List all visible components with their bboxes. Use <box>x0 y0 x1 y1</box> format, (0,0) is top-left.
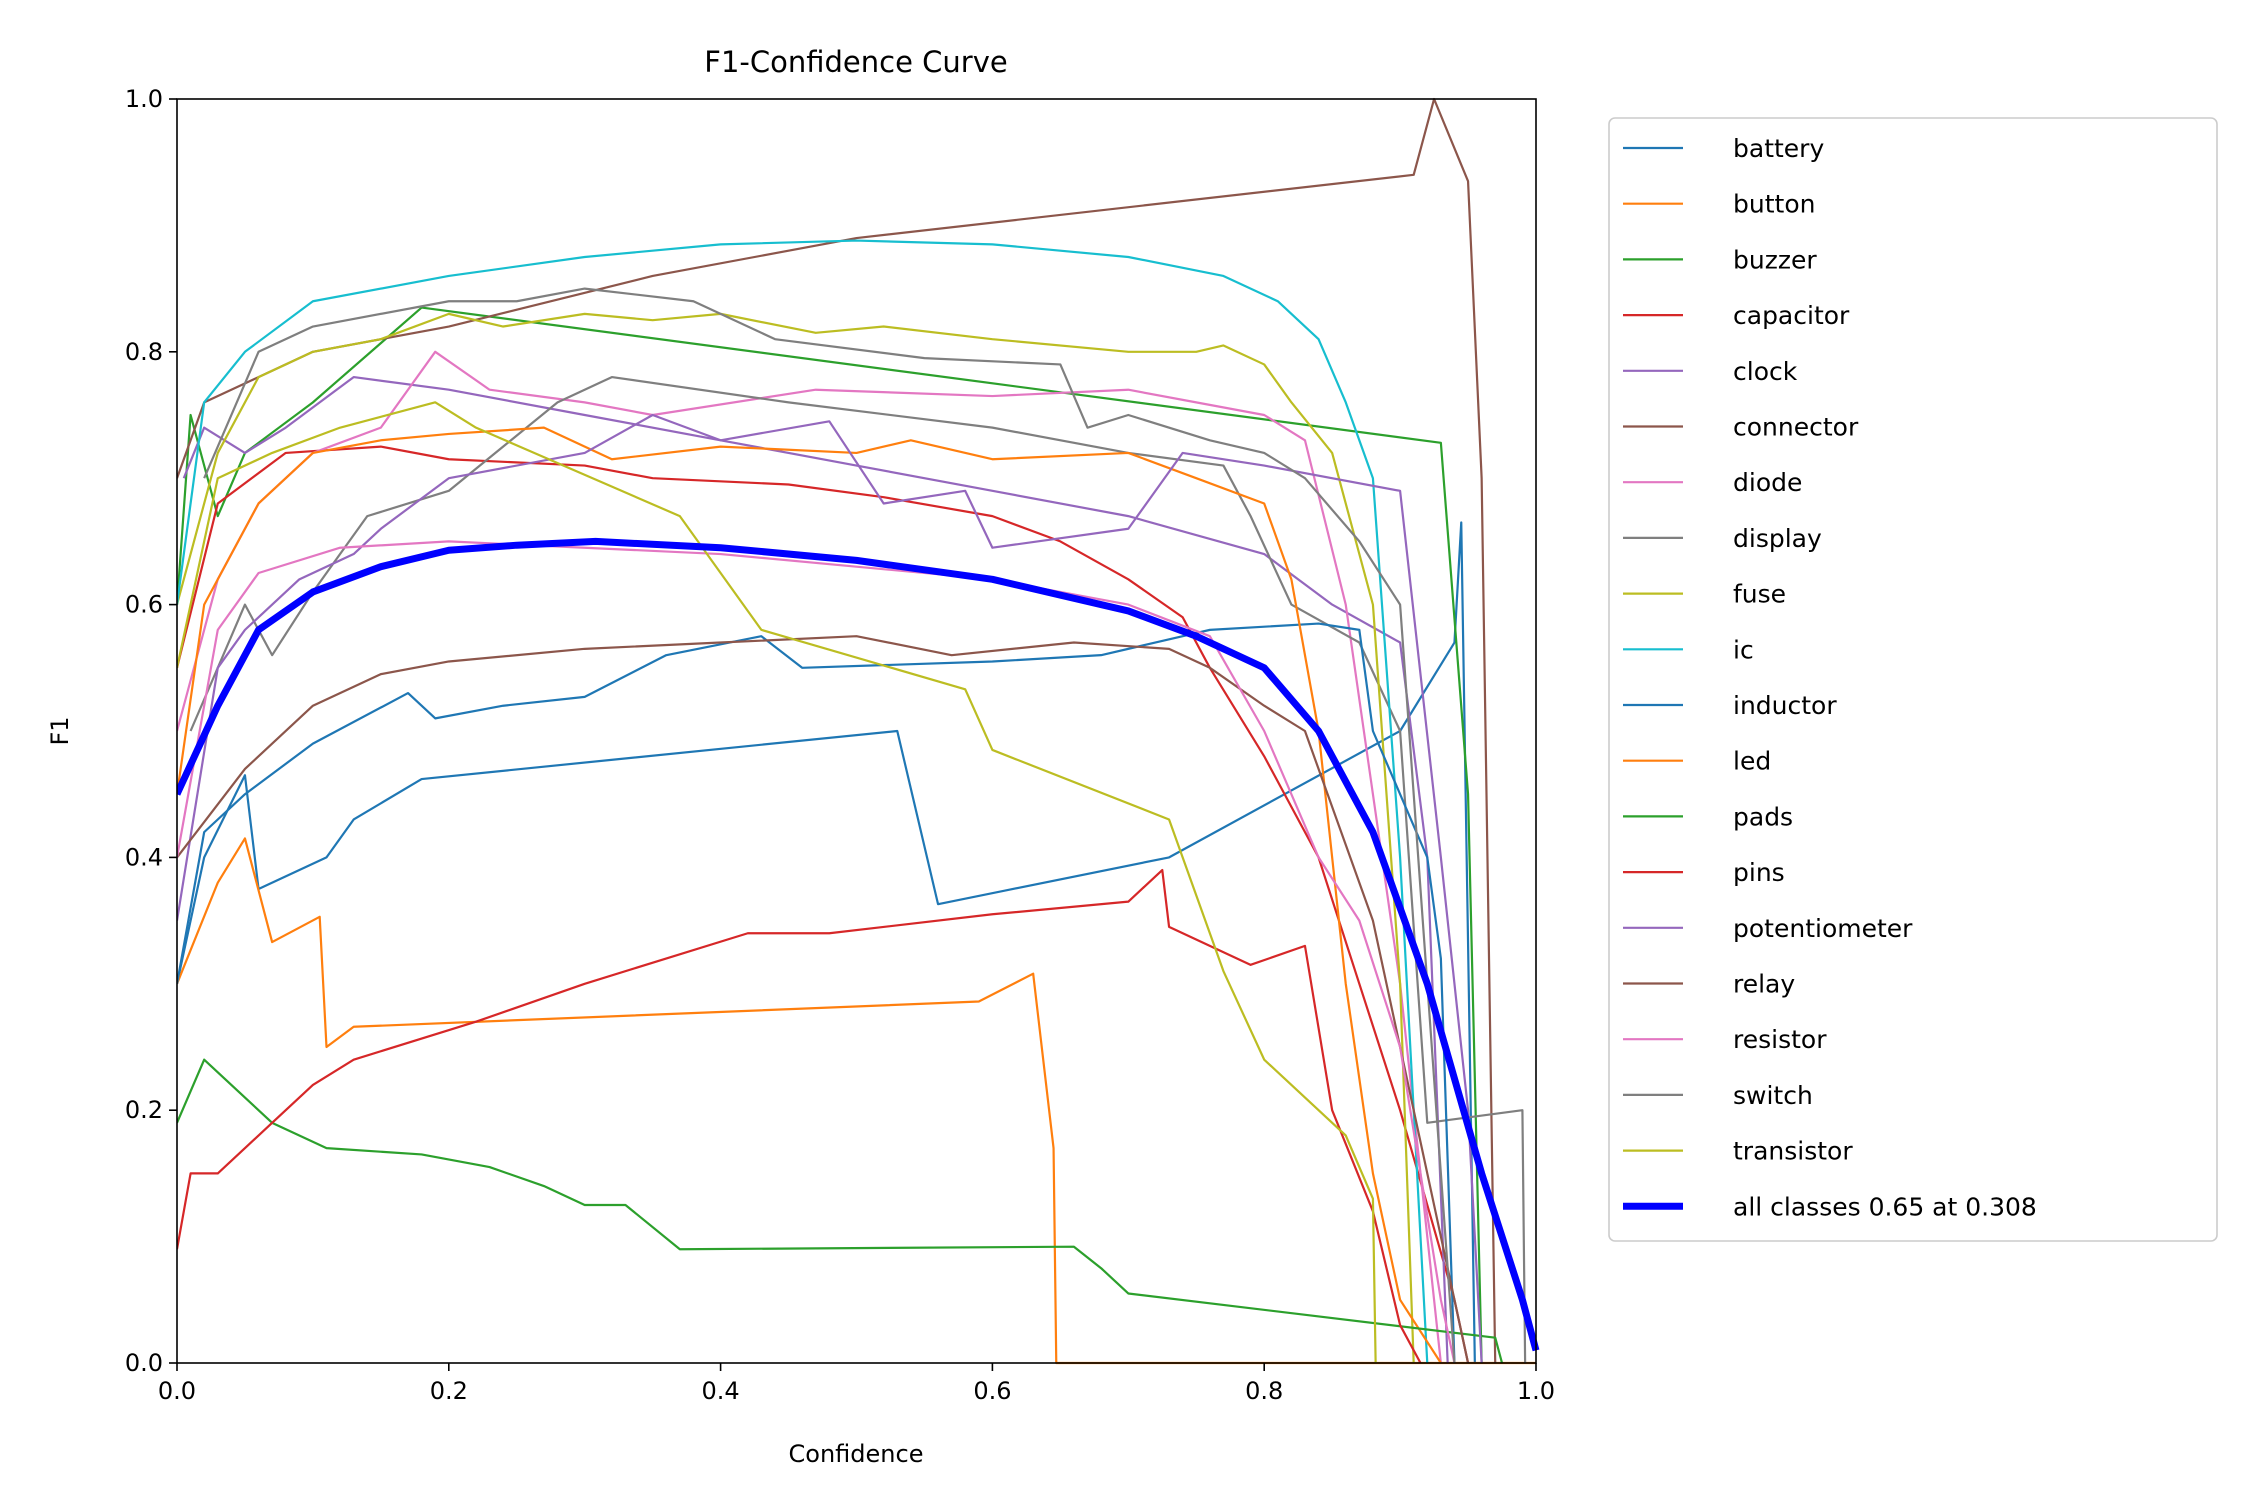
plot-frame <box>176 98 1537 1364</box>
legend-entry: fuse <box>1623 580 1786 609</box>
series-line-capacitor <box>177 445 1470 1364</box>
series-line-button <box>177 837 1536 1365</box>
legend-entry: relay <box>1623 970 1795 999</box>
legend-entry: display <box>1623 524 1822 553</box>
series-line-relay <box>177 635 1470 1364</box>
legend-box <box>1608 117 2218 1242</box>
legend-label: button <box>1733 190 1815 219</box>
series-line-clock <box>182 375 1449 1364</box>
legend-label: relay <box>1733 970 1795 999</box>
legend-entry: resistor <box>1623 1025 1827 1054</box>
legend-entry: pads <box>1623 802 1793 831</box>
legend-entry: diode <box>1623 468 1802 497</box>
series-line-potentiometer <box>177 413 1483 1364</box>
legend-label: inductor <box>1733 691 1837 720</box>
legend-label: all classes 0.65 at 0.308 <box>1733 1192 2037 1221</box>
legend-entry: connector <box>1623 413 1859 442</box>
legend-label: led <box>1733 747 1771 776</box>
legend-label: fuse <box>1733 580 1786 609</box>
series-line-diode <box>177 350 1442 1364</box>
legend-label: potentiometer <box>1733 914 1913 943</box>
chart-title: F1-Confidence Curve <box>704 45 1007 79</box>
legend-label: diode <box>1733 468 1802 497</box>
legend-entry: inductor <box>1623 691 1837 720</box>
legend-label: transistor <box>1733 1137 1853 1166</box>
legend-entry: transistor <box>1623 1137 1853 1166</box>
series-line-transistor <box>177 401 1377 1364</box>
legend-label: buzzer <box>1733 245 1817 274</box>
series-line-inductor <box>177 622 1456 1364</box>
series-line-fuse <box>177 312 1415 1364</box>
x-tick-label: 1.0 <box>1517 1377 1555 1405</box>
series-line-pins <box>177 868 1422 1364</box>
series-line-ic <box>177 239 1429 1364</box>
legend-label: ic <box>1733 635 1754 664</box>
x-tick-label: 0.8 <box>1245 1377 1283 1405</box>
legend-entry: pins <box>1623 858 1785 887</box>
series-line-led <box>177 426 1442 1364</box>
legend-entry: battery <box>1623 134 1824 163</box>
legend-label: connector <box>1733 413 1859 442</box>
series-layer <box>177 97 1540 1365</box>
x-axis-label: Confidence <box>789 1440 924 1468</box>
y-tick-label: 0.0 <box>125 1349 163 1377</box>
legend-entry: clock <box>1623 357 1798 386</box>
axes: 0.0 0.2 0.4 0.6 0.8 1.0 0.0 0.2 0.4 0.6 0.8 1.0 <box>125 85 1555 1405</box>
legend-entry: ic <box>1623 635 1754 664</box>
series-line-pads <box>177 1058 1504 1364</box>
legend-label: battery <box>1733 134 1824 163</box>
legend-label: pins <box>1733 858 1785 887</box>
x-tick-label: 0.6 <box>973 1377 1011 1405</box>
y-tick-label: 0.4 <box>125 843 163 871</box>
legend-label: capacitor <box>1733 301 1850 330</box>
x-tick-label: 0.0 <box>158 1377 196 1405</box>
legend: battery button buzzer capacitor clock connect… <box>1608 117 2218 1242</box>
legend-entry: capacitor <box>1623 301 1850 330</box>
legend-entry: switch <box>1623 1081 1813 1110</box>
y-axis-label: F1 <box>46 716 74 745</box>
legend-label: resistor <box>1733 1025 1827 1054</box>
legend-entry: button <box>1623 190 1815 219</box>
y-tick-label: 0.2 <box>125 1096 163 1124</box>
legend-entry: all classes 0.65 at 0.308 <box>1623 1192 2037 1221</box>
series-line-connector <box>177 97 1497 1364</box>
legend-label: switch <box>1733 1081 1813 1110</box>
y-tick-label: 0.6 <box>125 591 163 619</box>
legend-label: clock <box>1733 357 1798 386</box>
x-tick-label: 0.2 <box>430 1377 468 1405</box>
series-line-all-all <box>177 537 1540 1352</box>
x-tick-label: 0.4 <box>702 1377 740 1405</box>
y-tick-label: 0.8 <box>125 338 163 366</box>
series-line-battery <box>177 521 1476 1364</box>
series-line-buzzer <box>177 306 1483 1364</box>
y-tick-label: 1.0 <box>125 85 163 113</box>
legend-label: display <box>1733 524 1822 553</box>
legend-entry: buzzer <box>1623 245 1817 274</box>
legend-entry: led <box>1623 747 1771 776</box>
legend-label: pads <box>1733 802 1793 831</box>
series-line-display <box>189 375 1527 1364</box>
legend-entry: potentiometer <box>1623 914 1913 943</box>
series-line-switch <box>203 287 1456 1364</box>
